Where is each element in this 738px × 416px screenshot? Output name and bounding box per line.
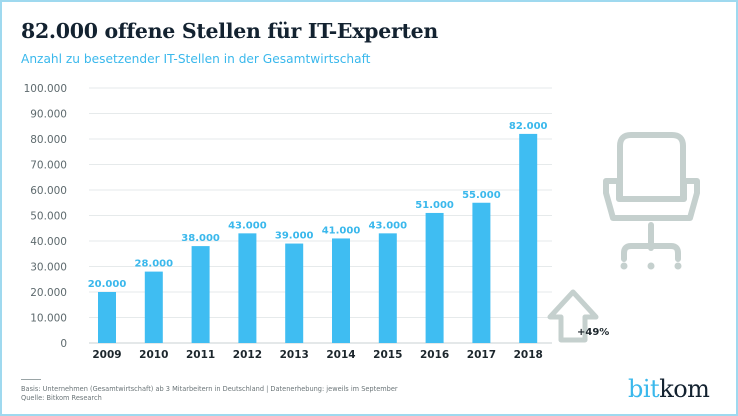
bar-2013 xyxy=(285,243,304,343)
value-label: 51.000 xyxy=(415,200,454,211)
y-tick-label: 20.000 xyxy=(30,287,67,299)
bitkom-logo: bitkom xyxy=(628,375,710,403)
logo-part-bit: bit xyxy=(628,375,660,403)
y-tick-label: 30.000 xyxy=(30,262,67,274)
footnote-source: Quelle: Bitkom Research xyxy=(21,394,102,402)
y-tick-label: 60.000 xyxy=(30,185,67,197)
value-label: 55.000 xyxy=(462,190,501,201)
footnote-divider xyxy=(21,379,41,380)
bar-2018 xyxy=(519,133,538,343)
y-tick-label: 100.000 xyxy=(24,83,67,95)
x-tick-label: 2011 xyxy=(186,349,215,361)
value-label: 43.000 xyxy=(369,220,408,231)
footnote-basis: Basis: Unternehmen (Gesamtwirtschaft) ab… xyxy=(21,385,398,393)
value-label: 20.000 xyxy=(88,279,127,290)
bar-2009 xyxy=(98,292,116,343)
y-tick-label: 90.000 xyxy=(30,109,67,121)
footnote: Basis: Unternehmen (Gesamtwirtschaft) ab… xyxy=(21,385,398,403)
value-label: 41.000 xyxy=(322,225,361,236)
x-tick-label: 2013 xyxy=(280,349,309,361)
x-tick-label: 2012 xyxy=(233,349,262,361)
growth-label: +49% xyxy=(577,327,609,338)
bar-2017 xyxy=(472,202,491,343)
x-tick-label: 2018 xyxy=(514,349,543,361)
y-axis-ticks: 0 10.000 20.000 30.000 40.000 50.000 60.000 70.… xyxy=(24,83,67,350)
arrow-up-icon xyxy=(547,289,599,343)
y-tick-label: 40.000 xyxy=(30,236,67,248)
x-tick-label: 2017 xyxy=(467,349,496,361)
bars xyxy=(98,133,538,343)
y-tick-label: 0 xyxy=(60,338,67,350)
x-tick-label: 2015 xyxy=(373,349,402,361)
bar-2016 xyxy=(425,212,444,343)
value-labels: 20.000 28.000 38.000 43.000 39.000 41.000 43.0… xyxy=(88,121,548,290)
bar-2012 xyxy=(238,233,257,343)
value-label: 43.000 xyxy=(228,220,267,231)
chart-subtitle: Anzahl zu besetzender IT-Stellen in der … xyxy=(21,52,371,66)
value-label: 38.000 xyxy=(181,233,220,244)
y-tick-label: 70.000 xyxy=(30,160,67,172)
growth-annotation: +49% xyxy=(547,289,609,343)
x-tick-label: 2016 xyxy=(420,349,449,361)
bar-2015 xyxy=(378,233,397,343)
bar-2011 xyxy=(191,246,210,343)
y-tick-label: 80.000 xyxy=(30,134,67,146)
bar-2014 xyxy=(332,238,350,343)
y-tick-label: 50.000 xyxy=(30,211,67,223)
office-chair-icon xyxy=(603,132,700,270)
value-label: 28.000 xyxy=(135,259,174,270)
x-axis-ticks: 2009 2010 2011 2012 2013 2014 2015 2016 2017 2018 xyxy=(92,349,542,361)
value-label: 82.000 xyxy=(509,121,548,132)
x-tick-label: 2010 xyxy=(139,349,168,361)
chart-title: 82.000 offene Stellen für IT-Experten xyxy=(21,19,438,43)
logo-part-kom: kom xyxy=(659,375,710,403)
bar-2010 xyxy=(144,271,163,343)
value-label: 39.000 xyxy=(275,231,314,242)
x-tick-label: 2014 xyxy=(326,349,355,361)
x-tick-label: 2009 xyxy=(92,349,121,361)
y-tick-label: 10.000 xyxy=(30,313,67,325)
